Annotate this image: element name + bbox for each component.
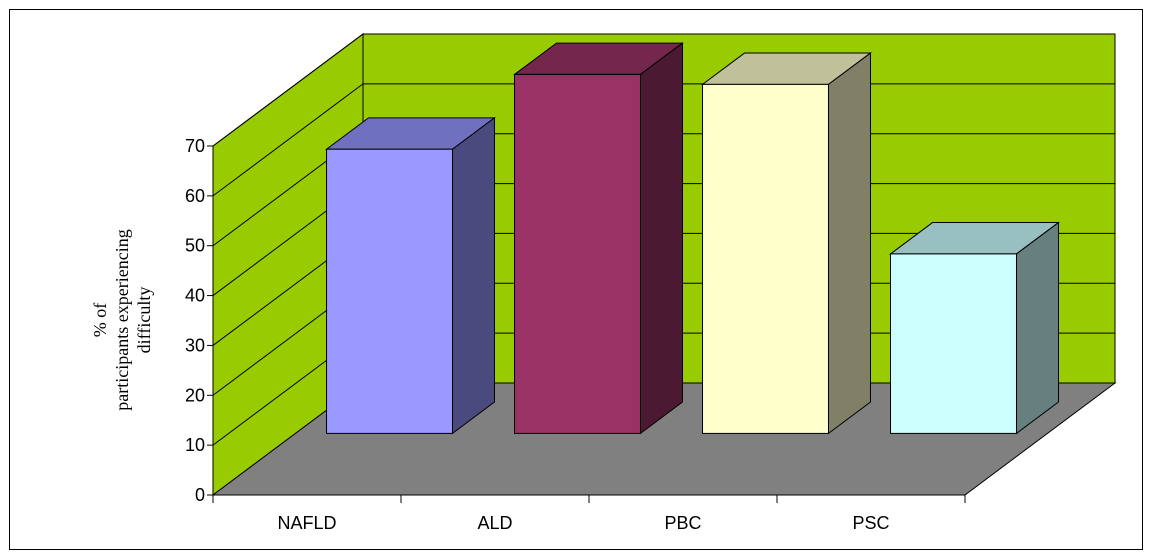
y-axis-label-line: difficulty: [134, 287, 154, 354]
x-tick-labels: NAFLD ALD PBC PSC: [277, 513, 889, 533]
y-tick-label: 50: [185, 236, 205, 256]
bar-side: [639, 42, 683, 435]
bar-nafld: [325, 116, 496, 435]
x-tick-label: PBC: [664, 513, 701, 533]
y-tick-label: 30: [185, 335, 205, 355]
bar-ald: [513, 42, 684, 435]
y-tick-label: 70: [185, 136, 205, 156]
bar-front: [514, 73, 641, 434]
y-tick-label: 0: [195, 485, 205, 505]
x-tick-label: NAFLD: [277, 513, 336, 533]
bar-side: [1015, 221, 1059, 435]
gridline: [212, 33, 1115, 147]
y-axis-label-line: % of: [90, 303, 110, 338]
bar-front: [326, 148, 453, 434]
bar-side: [451, 116, 495, 435]
y-tick-label: 60: [185, 186, 205, 206]
bar-pbc: [701, 52, 872, 435]
y-tick-label: 20: [185, 385, 205, 405]
y-axis-label-line: participants experiencing: [112, 229, 132, 410]
bar-side: [827, 52, 871, 435]
bar-front: [890, 253, 1017, 434]
y-tick-label: 40: [185, 286, 205, 306]
y-tick-label: 10: [185, 435, 205, 455]
y-tick-labels: 0 10 20 30 40 50 60 70: [185, 136, 205, 505]
bar-front: [702, 83, 829, 434]
x-tick-label: PSC: [852, 513, 889, 533]
chart-bars: [325, 42, 1060, 435]
x-tick-label: ALD: [477, 513, 512, 533]
y-axis-label: % of participants experiencing difficulty: [90, 229, 154, 410]
bar-psc: [889, 221, 1060, 435]
chart-axes: [207, 145, 966, 503]
